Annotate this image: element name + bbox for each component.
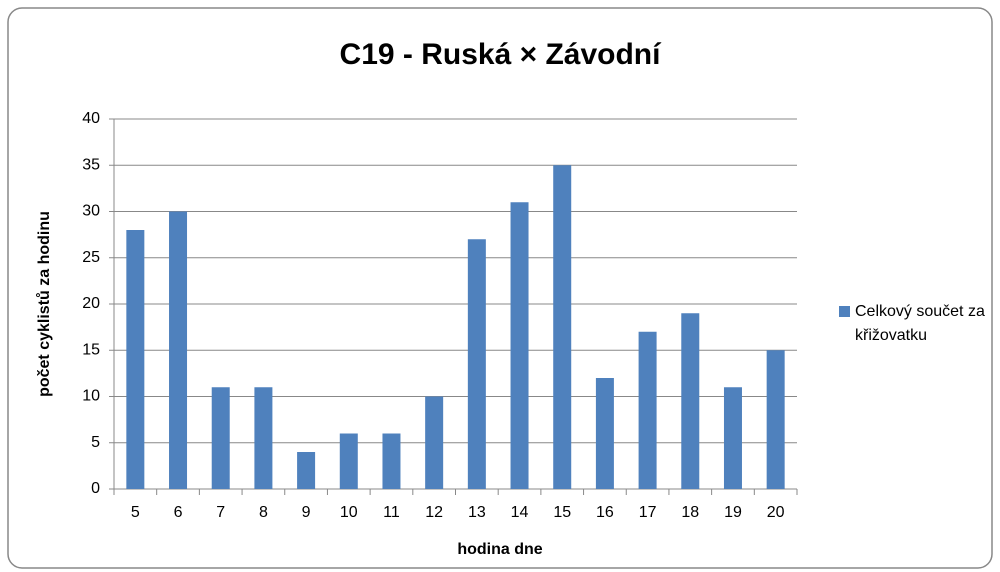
x-axis-label: hodina dne <box>457 541 542 558</box>
bar <box>638 331 657 489</box>
bar <box>681 313 700 489</box>
bar <box>595 378 614 489</box>
bar <box>169 211 188 489</box>
y-axis-label: počet cyklistů za hodinu <box>36 211 53 397</box>
y-tick-label: 10 <box>82 388 100 405</box>
x-tick-label: 13 <box>468 504 486 521</box>
bar <box>297 452 316 489</box>
bar <box>723 387 742 489</box>
x-tick-label: 19 <box>724 504 742 521</box>
bar <box>382 433 401 489</box>
bar <box>211 387 230 489</box>
x-tick-label: 18 <box>681 504 699 521</box>
y-tick-label: 15 <box>82 341 100 358</box>
bar <box>339 433 358 489</box>
y-tick-label: 25 <box>82 249 100 266</box>
y-tick-label: 30 <box>82 203 100 220</box>
y-tick-label: 40 <box>82 110 100 127</box>
bar <box>254 387 273 489</box>
bar <box>425 396 444 489</box>
x-tick-label: 14 <box>511 504 529 521</box>
bar <box>126 230 145 489</box>
legend-label: Celkový součet za křižovatku <box>855 303 985 344</box>
x-tick-label: 17 <box>639 504 657 521</box>
y-tick-label: 0 <box>91 480 100 497</box>
bar <box>766 350 785 489</box>
y-tick-label: 20 <box>82 295 100 312</box>
bar <box>467 239 486 489</box>
chart-frame <box>7 7 993 569</box>
y-tick-label: 35 <box>82 156 100 173</box>
x-tick-label: 9 <box>302 504 311 521</box>
x-tick-label: 8 <box>259 504 268 521</box>
x-tick-label: 7 <box>216 504 225 521</box>
bar <box>510 202 529 489</box>
bar <box>553 165 572 489</box>
x-tick-label: 6 <box>174 504 183 521</box>
x-tick-label: 20 <box>767 504 785 521</box>
x-tick-label: 16 <box>596 504 614 521</box>
y-tick-label: 5 <box>91 434 100 451</box>
x-tick-label: 10 <box>340 504 358 521</box>
x-tick-label: 12 <box>425 504 443 521</box>
x-tick-label: 11 <box>383 504 400 521</box>
x-tick-label: 5 <box>131 504 140 521</box>
x-tick-label: 15 <box>553 504 571 521</box>
legend-swatch <box>839 306 850 317</box>
chart-title: C19 - Ruská × Závodní <box>340 38 663 71</box>
